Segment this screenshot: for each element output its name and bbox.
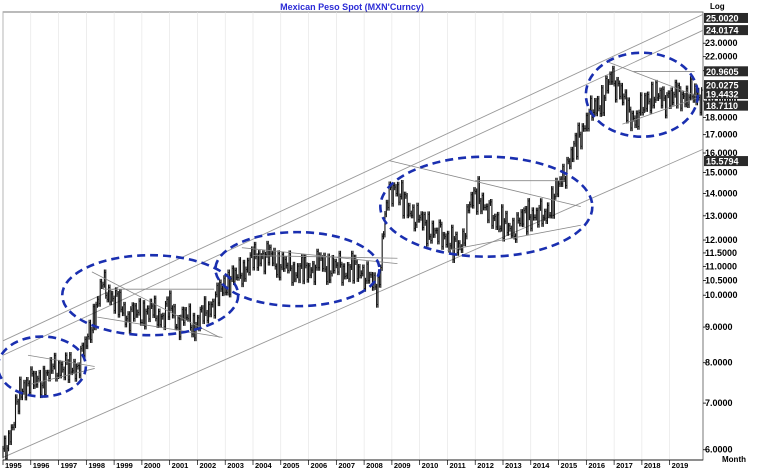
y-tick-label: 10.0000 (705, 290, 738, 300)
consolidation-ellipses (0, 51, 700, 398)
y-tick-label: 10.5000 (705, 275, 738, 285)
x-tick-label: 2018 (644, 461, 661, 470)
triangle-line (252, 255, 398, 259)
ellipse-marker (379, 155, 594, 258)
x-tick-label: 2013 (505, 461, 522, 470)
y-axis: 6.0000 7.0000 8.0000 9.0000 10.0000 10.5000 11… (703, 12, 748, 455)
x-tick-label: 1996 (33, 461, 50, 470)
triangle-line (241, 247, 398, 265)
y-tick-label: 11.5000 (705, 248, 737, 258)
y-badge-box (704, 25, 748, 36)
trend-channel (2, 13, 704, 458)
scale-label: Log (710, 2, 725, 11)
y-badge-box (704, 80, 748, 91)
x-tick-label: 2004 (255, 461, 273, 470)
triangle-line (608, 61, 698, 97)
y-tick-label: 9.0000 (705, 322, 733, 332)
y-badge-label: 20.0275 (706, 81, 739, 91)
y-badge-label: 20.9605 (706, 67, 739, 77)
x-tick-label: 2000 (144, 461, 161, 470)
ellipse-marker (0, 335, 88, 398)
y-tick-label: 6.0000 (705, 445, 733, 455)
y-tick-label: 13.0000 (705, 211, 738, 221)
y-tick-label: 8.0000 (705, 358, 733, 368)
y-badge-label: 19.4432 (706, 90, 739, 100)
period-label: Month (722, 455, 746, 464)
y-tick-label: 7.0000 (705, 398, 733, 408)
ellipse-marker (584, 51, 700, 139)
y-badge-label: 25.0020 (706, 13, 739, 23)
triangle-line (27, 354, 95, 367)
triangle-line (622, 97, 698, 125)
y-badge-label: 18.7110 (706, 101, 738, 111)
triangle-line (447, 224, 581, 251)
x-tick-label: 1999 (116, 461, 133, 470)
x-tick-label: 2007 (338, 461, 355, 470)
x-tick-label: 1997 (61, 461, 78, 470)
triangle-line (30, 368, 95, 385)
y-tick-label: 23.0000 (705, 38, 738, 48)
x-tick-label: 1998 (88, 461, 105, 470)
x-tick-label: 2009 (394, 461, 411, 470)
y-tick-label: 22.0000 (705, 52, 738, 62)
y-tick-label: 16.0000 (705, 148, 738, 158)
x-tick-label: 2005 (283, 461, 300, 470)
x-tick-label: 2012 (477, 461, 494, 470)
x-tick-label: 2003 (227, 461, 244, 470)
x-tick-label: 2001 (172, 461, 189, 470)
ellipse-marker (214, 230, 381, 308)
y-tick-label: 11.0000 (705, 261, 737, 271)
channel-line (2, 13, 704, 342)
x-tick-label: 2002 (199, 461, 216, 470)
x-tick-label: 2016 (588, 461, 605, 470)
channel-line (2, 148, 704, 458)
x-tick-label: 1995 (5, 461, 22, 470)
chart-title: Mexican Peso Spot (MXN'Curncy) (280, 2, 424, 12)
x-tick-label: 2014 (533, 461, 551, 470)
price-bars (2, 65, 704, 460)
y-badge-box (704, 100, 748, 111)
x-tick-label: 2011 (449, 461, 465, 470)
x-tick-label: 2019 (672, 461, 689, 470)
y-badge-box (704, 156, 748, 167)
x-axis: 1995 1996 1997 1998 1999 2000 2001 2002 2003 2004… (2, 459, 703, 470)
y-tick-label: 15.0000 (705, 168, 738, 178)
y-badge-box (704, 12, 748, 23)
y-tick-label: 14.0000 (705, 188, 738, 198)
y-tick-label: 18.0000 (705, 112, 738, 122)
y-tick-label: 12.0000 (705, 235, 738, 245)
y-badge-box (704, 89, 748, 100)
x-tick-label: 2008 (366, 461, 383, 470)
x-tick-label: 2017 (616, 461, 633, 470)
y-badge-box (704, 66, 748, 77)
triangle-line (97, 316, 223, 338)
x-tick-label: 2006 (311, 461, 328, 470)
x-tick-label: 2010 (422, 461, 439, 470)
x-tick-label: 2015 (561, 461, 578, 470)
y-badge-label: 15.5794 (706, 157, 739, 167)
channel-line (2, 29, 704, 356)
triangle-line (91, 271, 220, 338)
y-badge-label: 24.0174 (706, 26, 739, 36)
y-tick-label: 17.0000 (705, 130, 738, 140)
